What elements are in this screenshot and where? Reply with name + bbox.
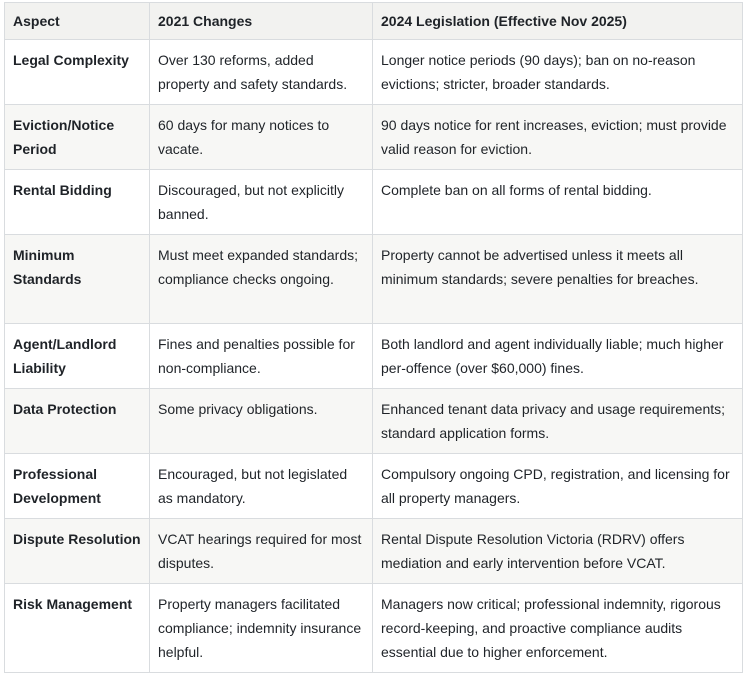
cell-2024: Longer notice periods (90 days); ban on … <box>372 39 743 105</box>
table-row: Legal Complexity Over 130 reforms, added… <box>4 39 743 105</box>
cell-2021: Discouraged, but not explicitly banned. <box>149 169 373 235</box>
cell-aspect: Rental Bidding <box>4 169 150 235</box>
header-2024-legislation: 2024 Legislation (Effective Nov 2025) <box>372 2 743 40</box>
cell-2024: Complete ban on all forms of rental bidd… <box>372 169 743 235</box>
cell-2024: Compulsory ongoing CPD, registration, an… <box>372 453 743 519</box>
table-row: Minimum Standards Must meet expanded sta… <box>4 234 743 324</box>
cell-2024: Rental Dispute Resolution Victoria (RDRV… <box>372 518 743 584</box>
cell-2021: Over 130 reforms, added property and saf… <box>149 39 373 105</box>
cell-aspect: Eviction/Notice Period <box>4 104 150 170</box>
cell-2024: Both landlord and agent individually lia… <box>372 323 743 389</box>
table-row: Eviction/Notice Period 60 days for many … <box>4 104 743 170</box>
table-row: Rental Bidding Discouraged, but not expl… <box>4 169 743 235</box>
table-row: Dispute Resolution VCAT hearings require… <box>4 518 743 584</box>
cell-2021: Some privacy obligations. <box>149 388 373 454</box>
cell-aspect: Agent/Landlord Liability <box>4 323 150 389</box>
header-row: Aspect 2021 Changes 2024 Legislation (Ef… <box>4 2 743 40</box>
comparison-table: Aspect 2021 Changes 2024 Legislation (Ef… <box>4 2 743 673</box>
comparison-table-container: Aspect 2021 Changes 2024 Legislation (Ef… <box>4 2 743 673</box>
cell-aspect: Risk Management <box>4 583 150 673</box>
table-row: Professional Development Encouraged, but… <box>4 453 743 519</box>
cell-2021: 60 days for many notices to vacate. <box>149 104 373 170</box>
cell-2021: Fines and penalties possible for non-com… <box>149 323 373 389</box>
cell-2021: VCAT hearings required for most disputes… <box>149 518 373 584</box>
cell-aspect: Professional Development <box>4 453 150 519</box>
cell-aspect: Legal Complexity <box>4 39 150 105</box>
table-row: Data Protection Some privacy obligations… <box>4 388 743 454</box>
cell-2024: Enhanced tenant data privacy and usage r… <box>372 388 743 454</box>
cell-aspect: Minimum Standards <box>4 234 150 324</box>
table-row: Agent/Landlord Liability Fines and penal… <box>4 323 743 389</box>
cell-2024: Property cannot be advertised unless it … <box>372 234 743 324</box>
table-body: Legal Complexity Over 130 reforms, added… <box>4 39 743 673</box>
cell-aspect: Dispute Resolution <box>4 518 150 584</box>
table-header: Aspect 2021 Changes 2024 Legislation (Ef… <box>4 2 743 40</box>
cell-2024: 90 days notice for rent increases, evict… <box>372 104 743 170</box>
cell-aspect: Data Protection <box>4 388 150 454</box>
cell-2024: Managers now critical; professional inde… <box>372 583 743 673</box>
cell-2021: Must meet expanded standards; compliance… <box>149 234 373 324</box>
cell-2021: Property managers facilitated compliance… <box>149 583 373 673</box>
cell-2021: Encouraged, but not legislated as mandat… <box>149 453 373 519</box>
table-row: Risk Management Property managers facili… <box>4 583 743 673</box>
header-2021-changes: 2021 Changes <box>149 2 373 40</box>
header-aspect: Aspect <box>4 2 150 40</box>
